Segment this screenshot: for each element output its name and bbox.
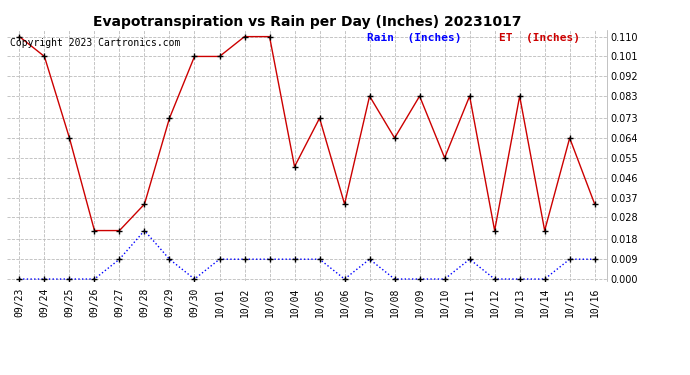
Text: Copyright 2023 Cartronics.com: Copyright 2023 Cartronics.com [10, 38, 180, 48]
Text: ET  (Inches): ET (Inches) [499, 33, 580, 42]
Title: Evapotranspiration vs Rain per Day (Inches) 20231017: Evapotranspiration vs Rain per Day (Inch… [92, 15, 522, 29]
Text: Rain  (Inches): Rain (Inches) [367, 33, 462, 42]
